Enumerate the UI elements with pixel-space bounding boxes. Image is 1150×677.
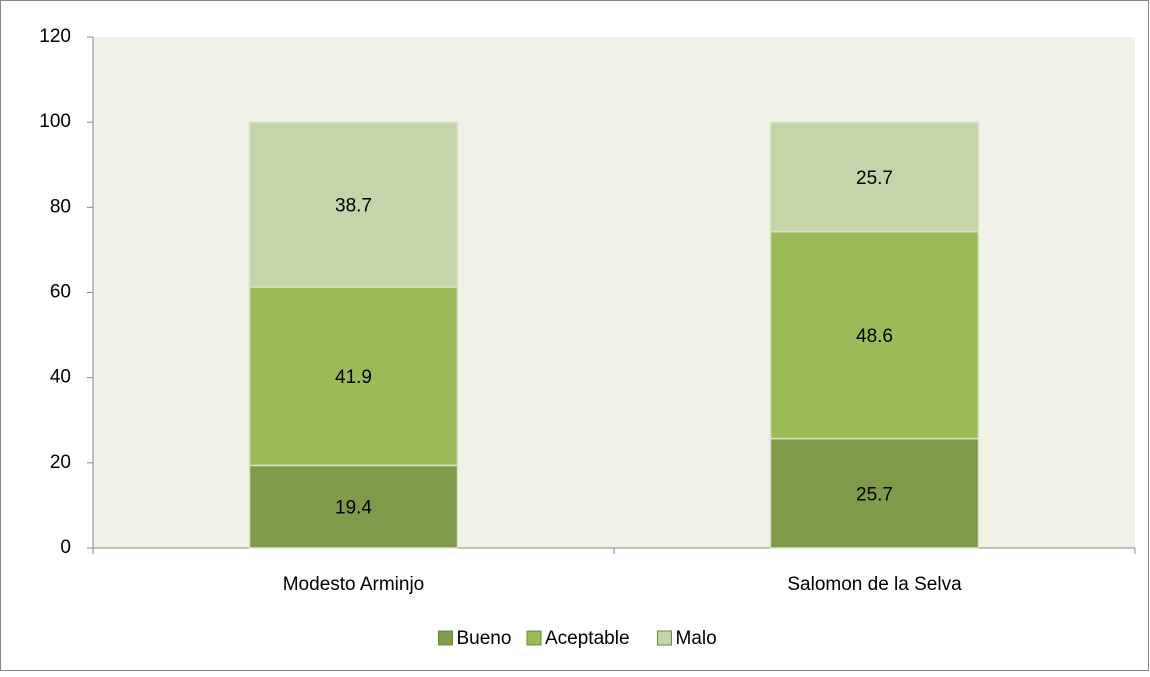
data-label: 19.4 — [335, 498, 372, 519]
x-tick-label: Salomon de la Selva — [787, 574, 962, 595]
y-tick-label: 20 — [50, 452, 71, 473]
bar-segment — [248, 464, 459, 549]
legend-swatch — [438, 630, 453, 646]
legend-label: Aceptable — [545, 628, 630, 649]
x-tick-label: Modesto Arminjo — [283, 574, 425, 595]
legend-label: Malo — [676, 628, 717, 649]
legend-swatch — [526, 630, 542, 646]
bar-segment — [769, 230, 980, 440]
bar-segment — [248, 121, 459, 288]
bar-segment — [769, 121, 980, 233]
y-tick-label: 40 — [50, 367, 71, 388]
data-label: 25.7 — [856, 168, 893, 189]
data-label: 25.7 — [856, 484, 893, 505]
data-label: 48.6 — [856, 326, 893, 347]
y-tick-label: 60 — [50, 282, 71, 303]
legend-label: Bueno — [457, 628, 512, 649]
y-tick-label: 100 — [39, 111, 71, 132]
y-tick-label: 0 — [60, 537, 71, 558]
data-label: 38.7 — [335, 196, 372, 217]
y-tick-label: 120 — [39, 26, 71, 47]
legend-swatch — [657, 630, 672, 646]
data-label: 41.9 — [335, 367, 372, 388]
y-tick-label: 80 — [50, 196, 71, 217]
bar-segment — [769, 437, 980, 549]
bar-segment — [248, 286, 459, 467]
